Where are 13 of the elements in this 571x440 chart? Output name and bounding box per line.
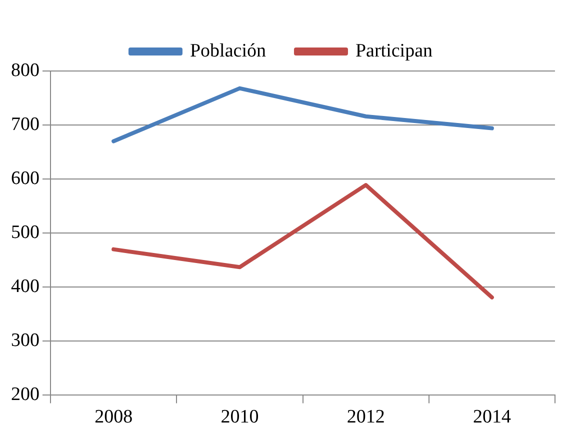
y-tick-label: 400 bbox=[11, 276, 40, 298]
legend-label: Participan bbox=[355, 40, 434, 62]
y-tick-label: 300 bbox=[11, 330, 40, 352]
x-tick-label: 2014 bbox=[472, 406, 512, 428]
x-tick-label: 2010 bbox=[220, 406, 259, 428]
x-tick-label: 2008 bbox=[94, 406, 133, 428]
y-tick-label: 600 bbox=[11, 168, 40, 190]
y-tick-label: 500 bbox=[11, 222, 40, 244]
y-tick-label: 800 bbox=[11, 60, 40, 81]
y-tick-label: 200 bbox=[11, 384, 40, 406]
legend-label: Población bbox=[190, 40, 266, 62]
y-tick-label: 700 bbox=[11, 114, 40, 136]
x-tick-label: 2012 bbox=[346, 406, 385, 428]
